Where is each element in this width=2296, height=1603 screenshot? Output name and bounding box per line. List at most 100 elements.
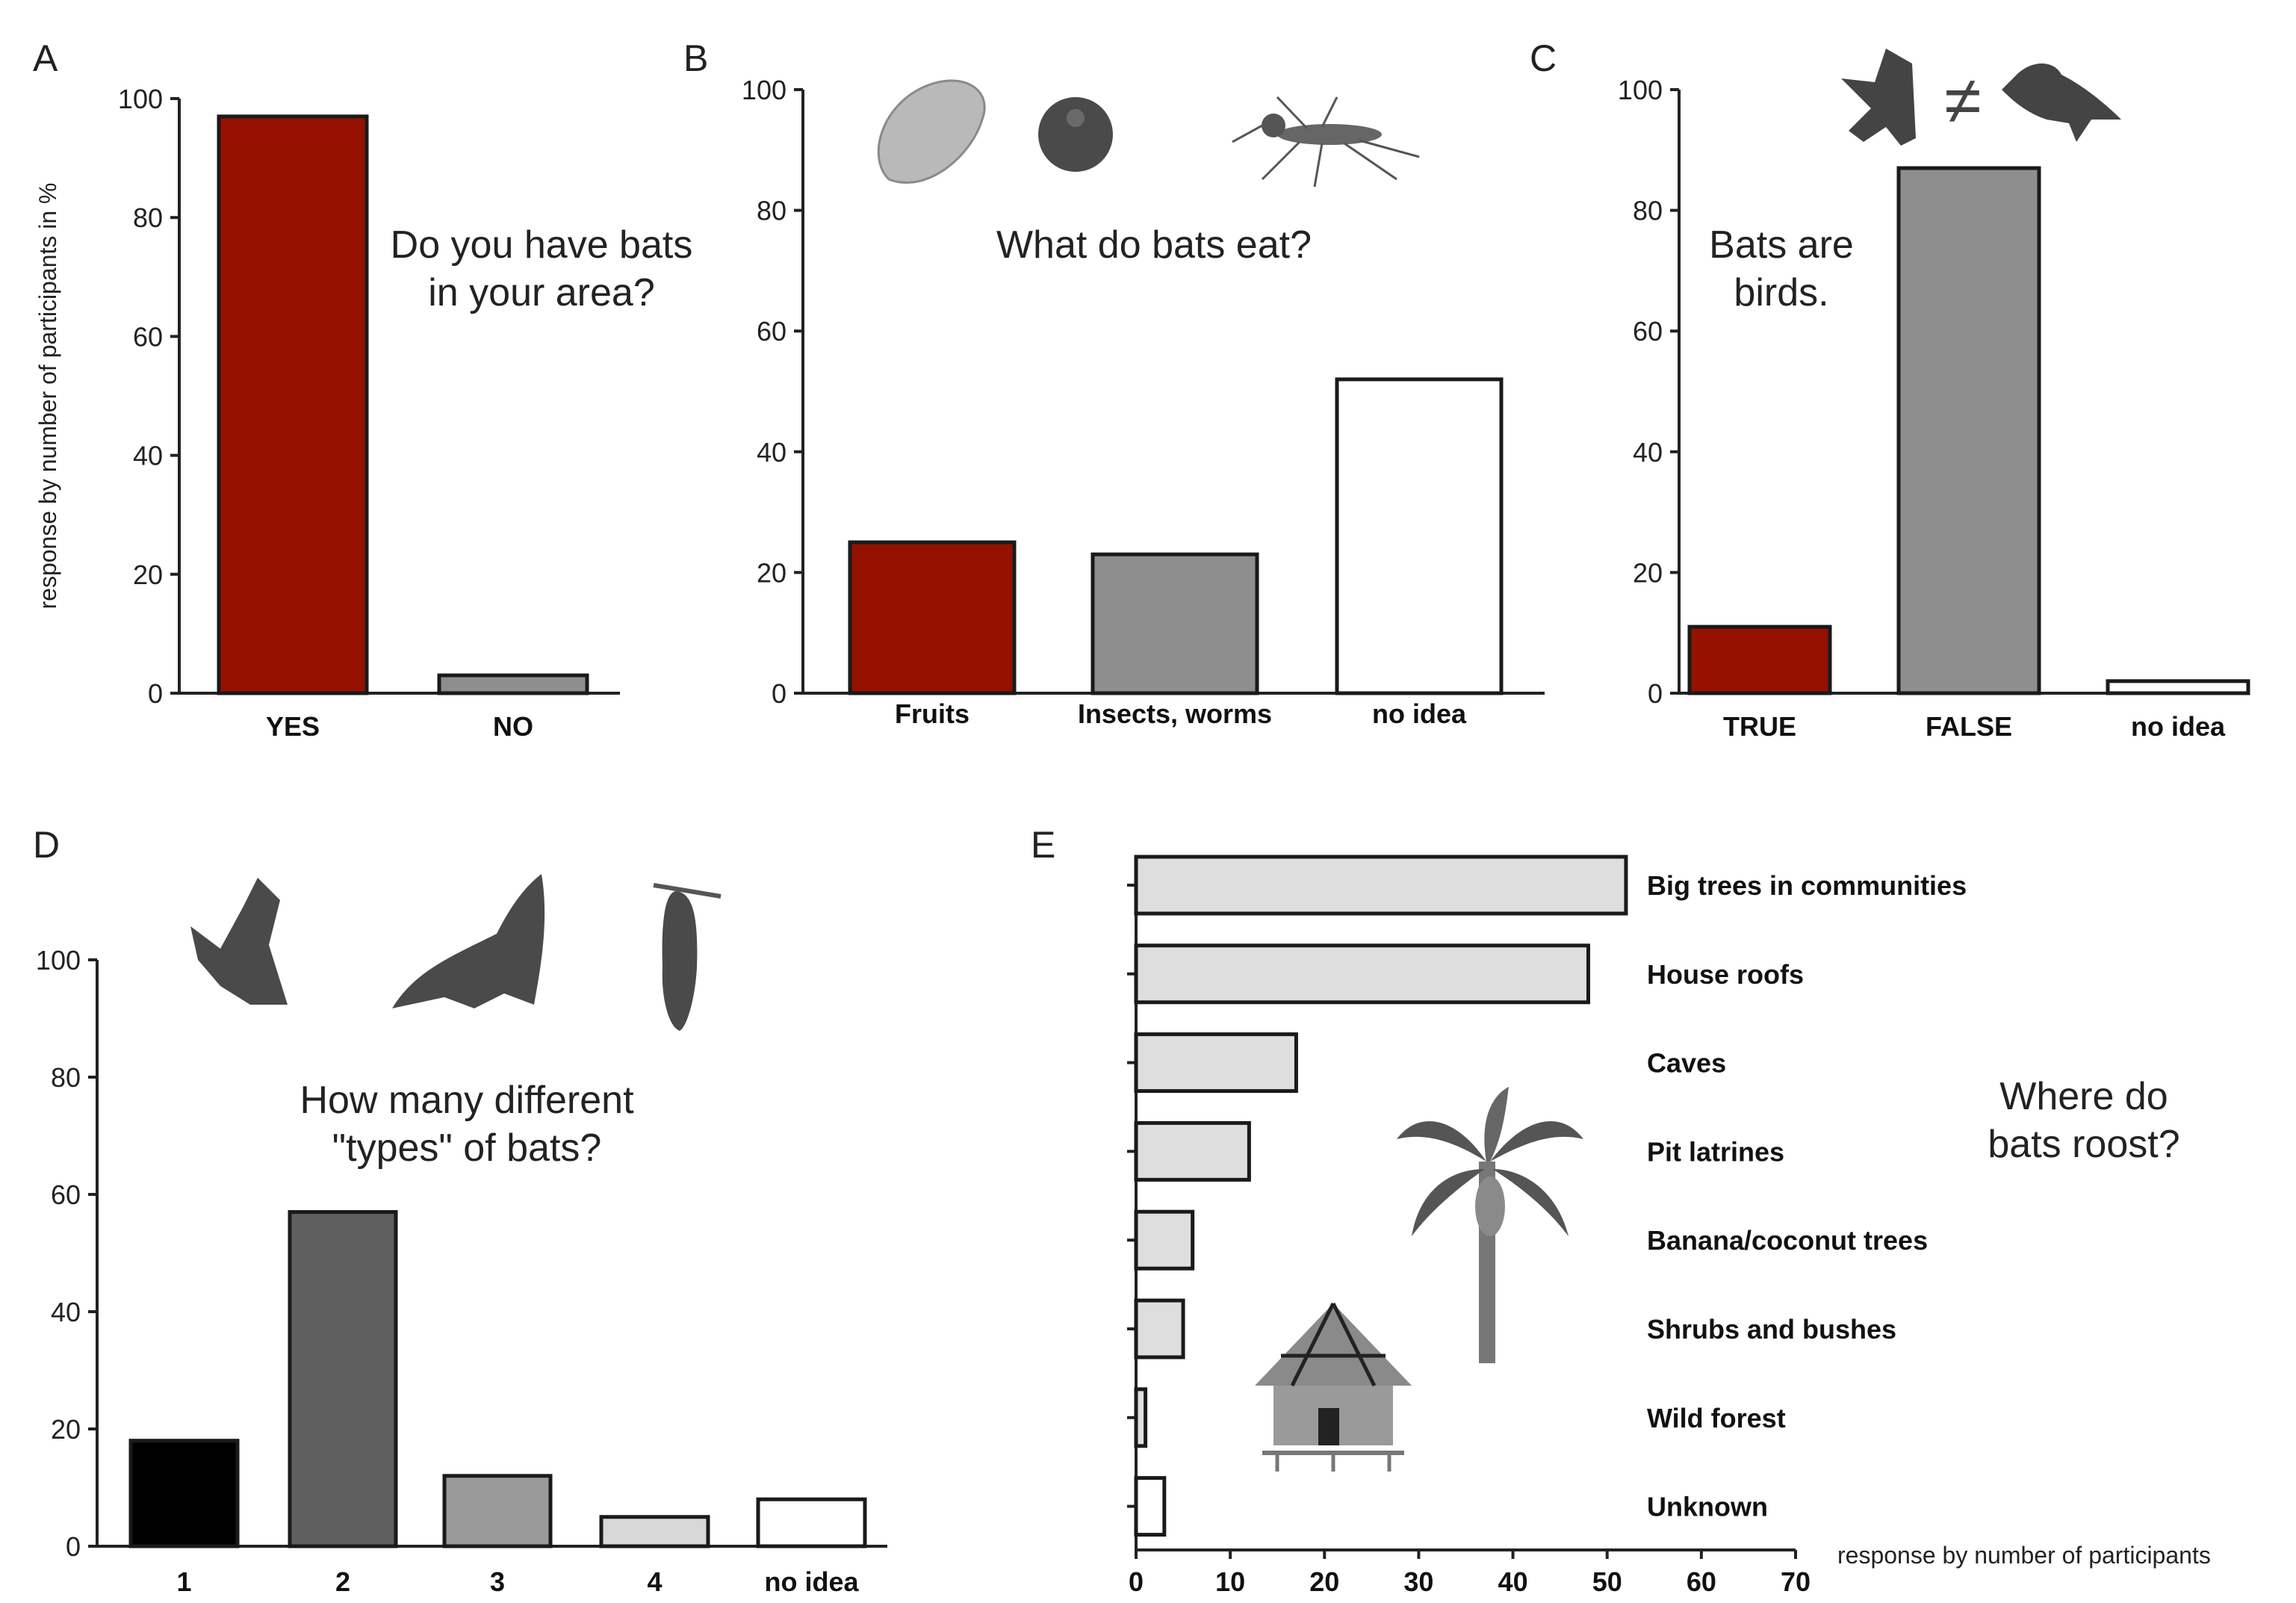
y-tick-label: 0 [1648, 678, 1663, 709]
bar [1134, 1476, 1167, 1537]
y-tick-label: 40 [1633, 437, 1663, 468]
y-tick-label: 60 [133, 321, 163, 352]
bar [1134, 1209, 1195, 1271]
panel-label: D [33, 824, 60, 866]
panel-d-chart: D 0 20 40 60 80 100 1 2 3 4 no idea How many differe… [33, 824, 887, 1597]
x-tick-label: 0 [1129, 1566, 1144, 1597]
y-tick-label: 80 [757, 196, 786, 226]
category-label: Shrubs and bushes [1647, 1314, 1896, 1345]
mosquito-icon [1232, 96, 1420, 187]
chart-title: bats roost? [1988, 1123, 2179, 1166]
category-label: Insects, worms [1078, 698, 1272, 729]
bar [1335, 377, 1504, 695]
y-tick-label: 100 [742, 75, 786, 105]
y-tick-label: 0 [148, 678, 163, 709]
bar [848, 540, 1017, 695]
bar [1134, 1120, 1251, 1182]
y-tick-label: 20 [51, 1414, 81, 1445]
category-label: no idea [1372, 698, 1467, 729]
category-label: 3 [490, 1566, 505, 1597]
chart-title: Bats are [1709, 223, 1854, 267]
gliding-bat-icon [392, 874, 545, 1008]
category-label: NO [493, 711, 533, 742]
y-tick-label: 20 [757, 557, 786, 588]
bat-icon [1841, 49, 1916, 146]
panel-e-chart: E 0 10 20 30 40 50 60 70 Big trees in communities… [1031, 824, 2211, 1597]
bar [1687, 624, 1832, 695]
y-tick-label: 40 [757, 437, 786, 468]
berry-icon [1038, 97, 1113, 172]
y-tick-label: 80 [133, 202, 163, 233]
mango-icon [877, 79, 986, 184]
category-label: FALSE [1926, 711, 2012, 742]
bar [1896, 166, 2041, 695]
bar [217, 114, 369, 695]
y-tick-label: 80 [1633, 196, 1663, 226]
x-tick-label: 20 [1309, 1566, 1339, 1597]
panel-c-chart: C 0 20 40 60 80 100 TRUE FALSE no idea Bats arebir… [1530, 37, 2250, 742]
bar [1090, 552, 1259, 695]
chart-title: How many different [300, 1079, 634, 1122]
chart-title: "types" of bats? [332, 1126, 602, 1170]
x-tick-label: 10 [1215, 1566, 1245, 1597]
category-label: Pit latrines [1647, 1136, 1784, 1167]
bar [437, 673, 589, 695]
bar [442, 1474, 553, 1548]
chart-title: in your area? [428, 271, 655, 314]
hut-icon [1255, 1302, 1412, 1472]
hanging-bat-icon [653, 883, 722, 1031]
x-tick-label: 40 [1498, 1566, 1528, 1597]
flying-bat-icon [190, 878, 288, 1005]
bar [1134, 943, 1590, 1005]
not-equal-icon: ≠ [1944, 63, 1981, 138]
y-tick-label: 0 [772, 678, 786, 709]
bird-icon [2002, 63, 2121, 142]
bar [288, 1210, 398, 1548]
category-label: 2 [335, 1566, 350, 1597]
category-label: Caves [1647, 1048, 1726, 1079]
category-label: House roofs [1647, 959, 1804, 990]
y-tick-label: 60 [757, 316, 786, 347]
y-axis-label: response by number of participants in % [34, 183, 61, 610]
chart-title: birds. [1734, 271, 1828, 314]
chart-title: What do bats eat? [996, 223, 1312, 267]
panel-label: C [1530, 37, 1557, 79]
chart-title: Where do [1999, 1075, 2168, 1118]
category-label: Fruits [895, 698, 969, 729]
bar [2106, 679, 2250, 695]
category-label: TRUE [1723, 711, 1796, 742]
x-tick-label: 50 [1592, 1566, 1622, 1597]
bar [1134, 1298, 1185, 1359]
bar [1134, 1032, 1298, 1094]
bar [599, 1515, 710, 1548]
panel-label: A [33, 37, 58, 79]
y-tick-label: 40 [51, 1297, 81, 1327]
category-label: Wild forest [1647, 1403, 1786, 1433]
y-tick-label: 20 [133, 559, 163, 590]
category-label: Unknown [1647, 1492, 1768, 1522]
category-label: no idea [764, 1566, 859, 1597]
y-tick-label: 100 [36, 945, 81, 976]
category-label: YES [266, 711, 320, 742]
category-label: 1 [176, 1566, 191, 1597]
chart-title: Do you have bats [391, 223, 693, 267]
y-tick-label: 20 [1633, 557, 1663, 588]
category-label: 4 [647, 1566, 662, 1597]
x-tick-label: 60 [1687, 1566, 1716, 1597]
bar [756, 1497, 867, 1548]
x-tick-label: 30 [1403, 1566, 1433, 1597]
category-label: no idea [2131, 711, 2226, 742]
y-tick-label: 60 [51, 1179, 81, 1210]
category-label: Banana/coconut trees [1647, 1225, 1928, 1256]
y-tick-label: 40 [133, 441, 163, 471]
category-label: Big trees in communities [1647, 870, 1967, 901]
x-tick-label: 70 [1781, 1566, 1811, 1597]
x-axis-label: response by number of participants [1837, 1542, 2211, 1569]
bar [128, 1439, 240, 1548]
bar [1134, 1387, 1148, 1448]
panel-b-chart: B 0 20 40 60 80 100 Fruits Insects, worms no idea… [683, 37, 1545, 729]
panel-label: E [1031, 824, 1055, 866]
y-tick-label: 80 [51, 1062, 81, 1093]
